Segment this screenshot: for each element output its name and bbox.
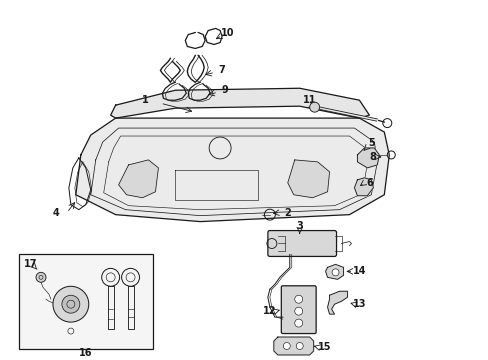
Text: 4: 4 <box>52 208 59 218</box>
Circle shape <box>53 286 89 322</box>
Polygon shape <box>327 291 347 314</box>
Text: 16: 16 <box>79 348 92 358</box>
Text: 8: 8 <box>368 152 375 162</box>
Circle shape <box>283 342 290 350</box>
Text: 9: 9 <box>221 85 228 95</box>
Polygon shape <box>273 337 313 355</box>
Text: 5: 5 <box>367 138 374 148</box>
Text: 3: 3 <box>296 221 303 231</box>
Polygon shape <box>110 88 368 118</box>
Circle shape <box>309 102 319 112</box>
Text: 12: 12 <box>263 306 276 316</box>
Text: 1: 1 <box>142 95 148 105</box>
Polygon shape <box>357 148 379 168</box>
Polygon shape <box>119 160 158 198</box>
Circle shape <box>62 295 80 313</box>
FancyBboxPatch shape <box>267 230 336 256</box>
Text: 7: 7 <box>218 66 225 75</box>
FancyBboxPatch shape <box>281 286 316 334</box>
Polygon shape <box>354 178 373 196</box>
Text: 13: 13 <box>352 299 366 309</box>
Polygon shape <box>325 264 343 279</box>
Circle shape <box>296 342 303 350</box>
Text: 6: 6 <box>365 178 372 188</box>
Circle shape <box>331 269 338 276</box>
Circle shape <box>294 319 302 327</box>
Text: 14: 14 <box>352 266 366 276</box>
Text: 2: 2 <box>284 208 290 218</box>
Text: 10: 10 <box>221 27 234 37</box>
Polygon shape <box>287 160 329 198</box>
Text: 11: 11 <box>302 95 316 105</box>
Polygon shape <box>76 118 388 222</box>
Circle shape <box>36 273 46 282</box>
Circle shape <box>294 295 302 303</box>
Text: 15: 15 <box>317 342 331 352</box>
Circle shape <box>294 307 302 315</box>
Bar <box>19 255 153 349</box>
Text: 17: 17 <box>24 260 38 269</box>
